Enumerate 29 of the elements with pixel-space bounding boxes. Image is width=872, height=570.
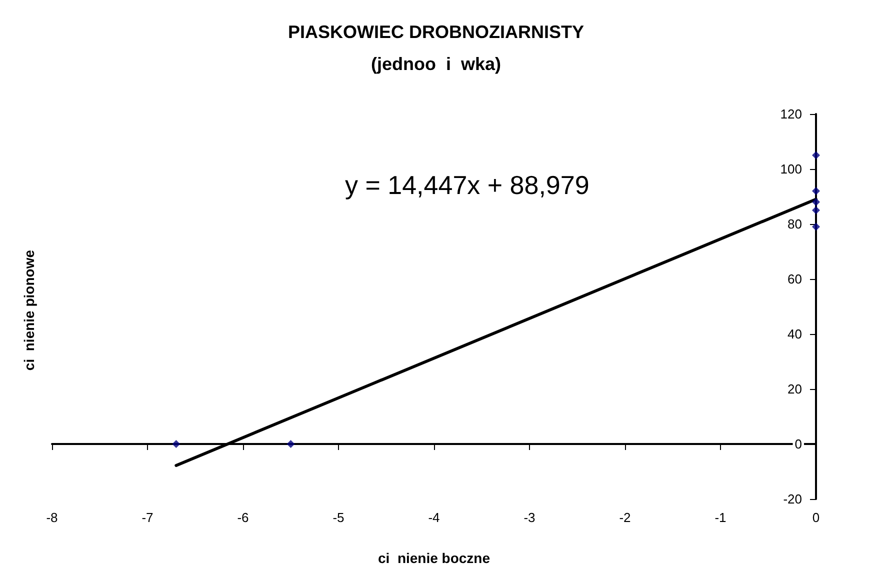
point bbox=[812, 151, 820, 160]
y-tick-label: 0 bbox=[794, 436, 802, 452]
y-tick-label: 80 bbox=[788, 216, 802, 232]
y-tick-label: 100 bbox=[780, 162, 802, 176]
y-tick-label: 20 bbox=[788, 382, 802, 396]
x-tick-label: -8 bbox=[46, 510, 58, 525]
point bbox=[172, 440, 180, 448]
x-tick-label: -3 bbox=[524, 510, 536, 525]
x-axis-title: ci nienie boczne bbox=[378, 550, 490, 566]
annotation: y = 14,447x + 88,979 bbox=[345, 170, 590, 200]
chart-subtitle: (jednoo i wka) bbox=[370, 54, 502, 74]
x-tick-label: -6 bbox=[237, 510, 249, 525]
point bbox=[812, 187, 820, 195]
x-tick-label: -2 bbox=[619, 510, 631, 525]
x-tick-label: 0 bbox=[812, 510, 820, 525]
y-tick-label: 40 bbox=[788, 326, 802, 342]
x-tick-label: -5 bbox=[332, 510, 344, 525]
y-axis-title: ci nienie pionowe bbox=[21, 250, 37, 371]
y-tick-label: 60 bbox=[788, 272, 802, 286]
x-tick-label: -4 bbox=[428, 510, 440, 525]
x-tick-label: -1 bbox=[714, 510, 726, 525]
point bbox=[812, 222, 820, 231]
point bbox=[286, 440, 295, 448]
chart-title: PIASKOWIEC DROBNOZIARNISTY bbox=[288, 22, 584, 42]
y-tick-label: -20 bbox=[783, 492, 802, 506]
y-tick-label: 120 bbox=[780, 106, 802, 122]
point bbox=[812, 206, 820, 214]
point bbox=[812, 198, 820, 206]
x-tick-label: -7 bbox=[142, 510, 154, 525]
